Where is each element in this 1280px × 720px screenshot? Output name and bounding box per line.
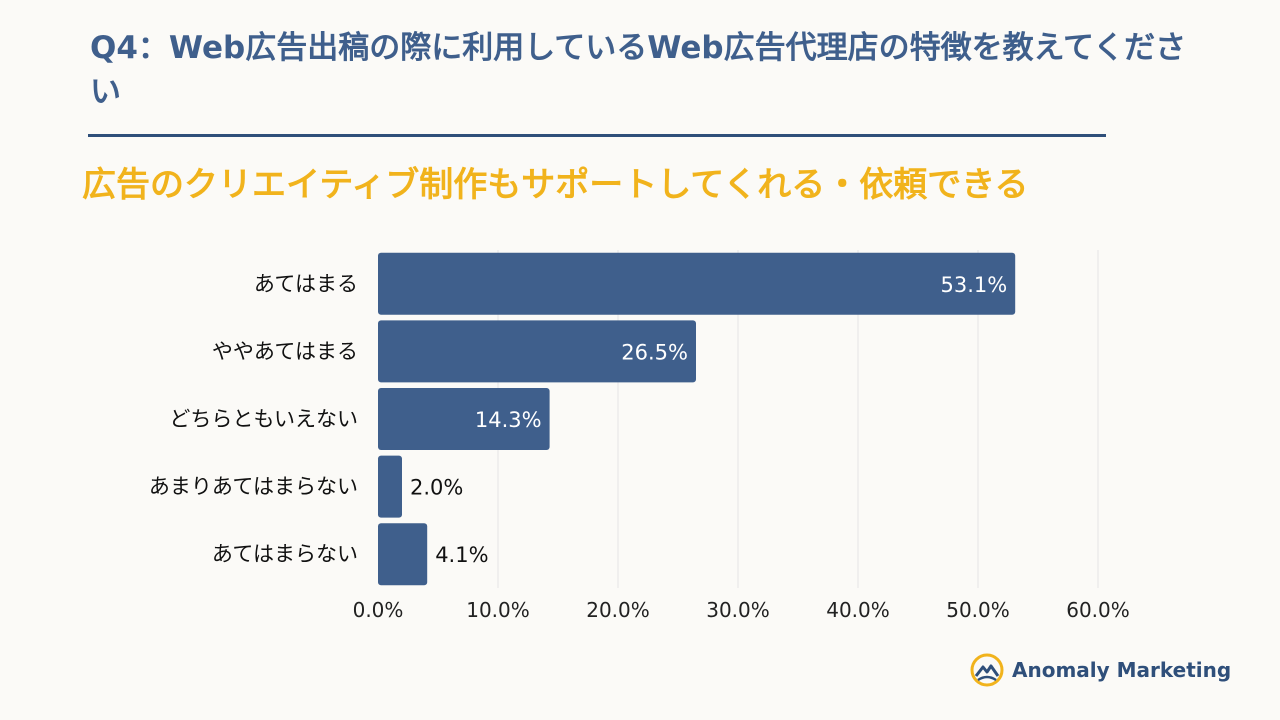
value-label: 14.3%	[475, 408, 542, 432]
value-label: 26.5%	[621, 340, 688, 364]
x-tick-label: 20.0%	[586, 598, 650, 622]
brand-logo: Anomaly Marketing	[970, 652, 1231, 688]
mountain-sun-logo-icon	[970, 653, 1004, 687]
category-label: あてはまる	[254, 272, 358, 296]
value-label: 4.1%	[435, 543, 488, 567]
bar	[378, 252, 1016, 315]
bar	[378, 455, 402, 518]
question-title: Q4：Web広告出稿の際に利用しているWeb広告代理店の特徴を教えてください	[90, 30, 1187, 110]
bar	[378, 388, 550, 450]
x-tick-label: 60.0%	[1066, 598, 1130, 622]
x-tick-label: 40.0%	[826, 598, 890, 622]
category-label: あてはまらない	[212, 542, 358, 566]
value-label: 53.1%	[940, 273, 1007, 297]
category-label: どちらともいえない	[169, 407, 358, 431]
value-label: 2.0%	[410, 476, 463, 500]
x-tick-label: 0.0%	[353, 598, 404, 622]
chart-subtitle: 広告のクリエイティブ制作もサポートしてくれる・依頼できる	[82, 165, 1029, 205]
x-tick-label: 30.0%	[706, 598, 770, 622]
x-axis-ticks: 0.0% 10.0% 20.0% 30.0% 40.0% 50.0% 60.0%	[353, 598, 1130, 622]
title-divider	[88, 134, 1106, 137]
x-tick-label: 10.0%	[466, 598, 530, 622]
category-label: あまりあてはまらない	[149, 475, 358, 499]
bars	[378, 252, 1016, 586]
x-tick-label: 50.0%	[946, 598, 1010, 622]
bar	[378, 320, 696, 383]
brand-name: Anomaly Marketing	[1012, 658, 1232, 682]
category-label: ややあてはまる	[212, 339, 358, 363]
bar	[378, 523, 428, 586]
value-labels: 53.1% 26.5% 14.3% 2.0% 4.1%	[410, 273, 1007, 567]
